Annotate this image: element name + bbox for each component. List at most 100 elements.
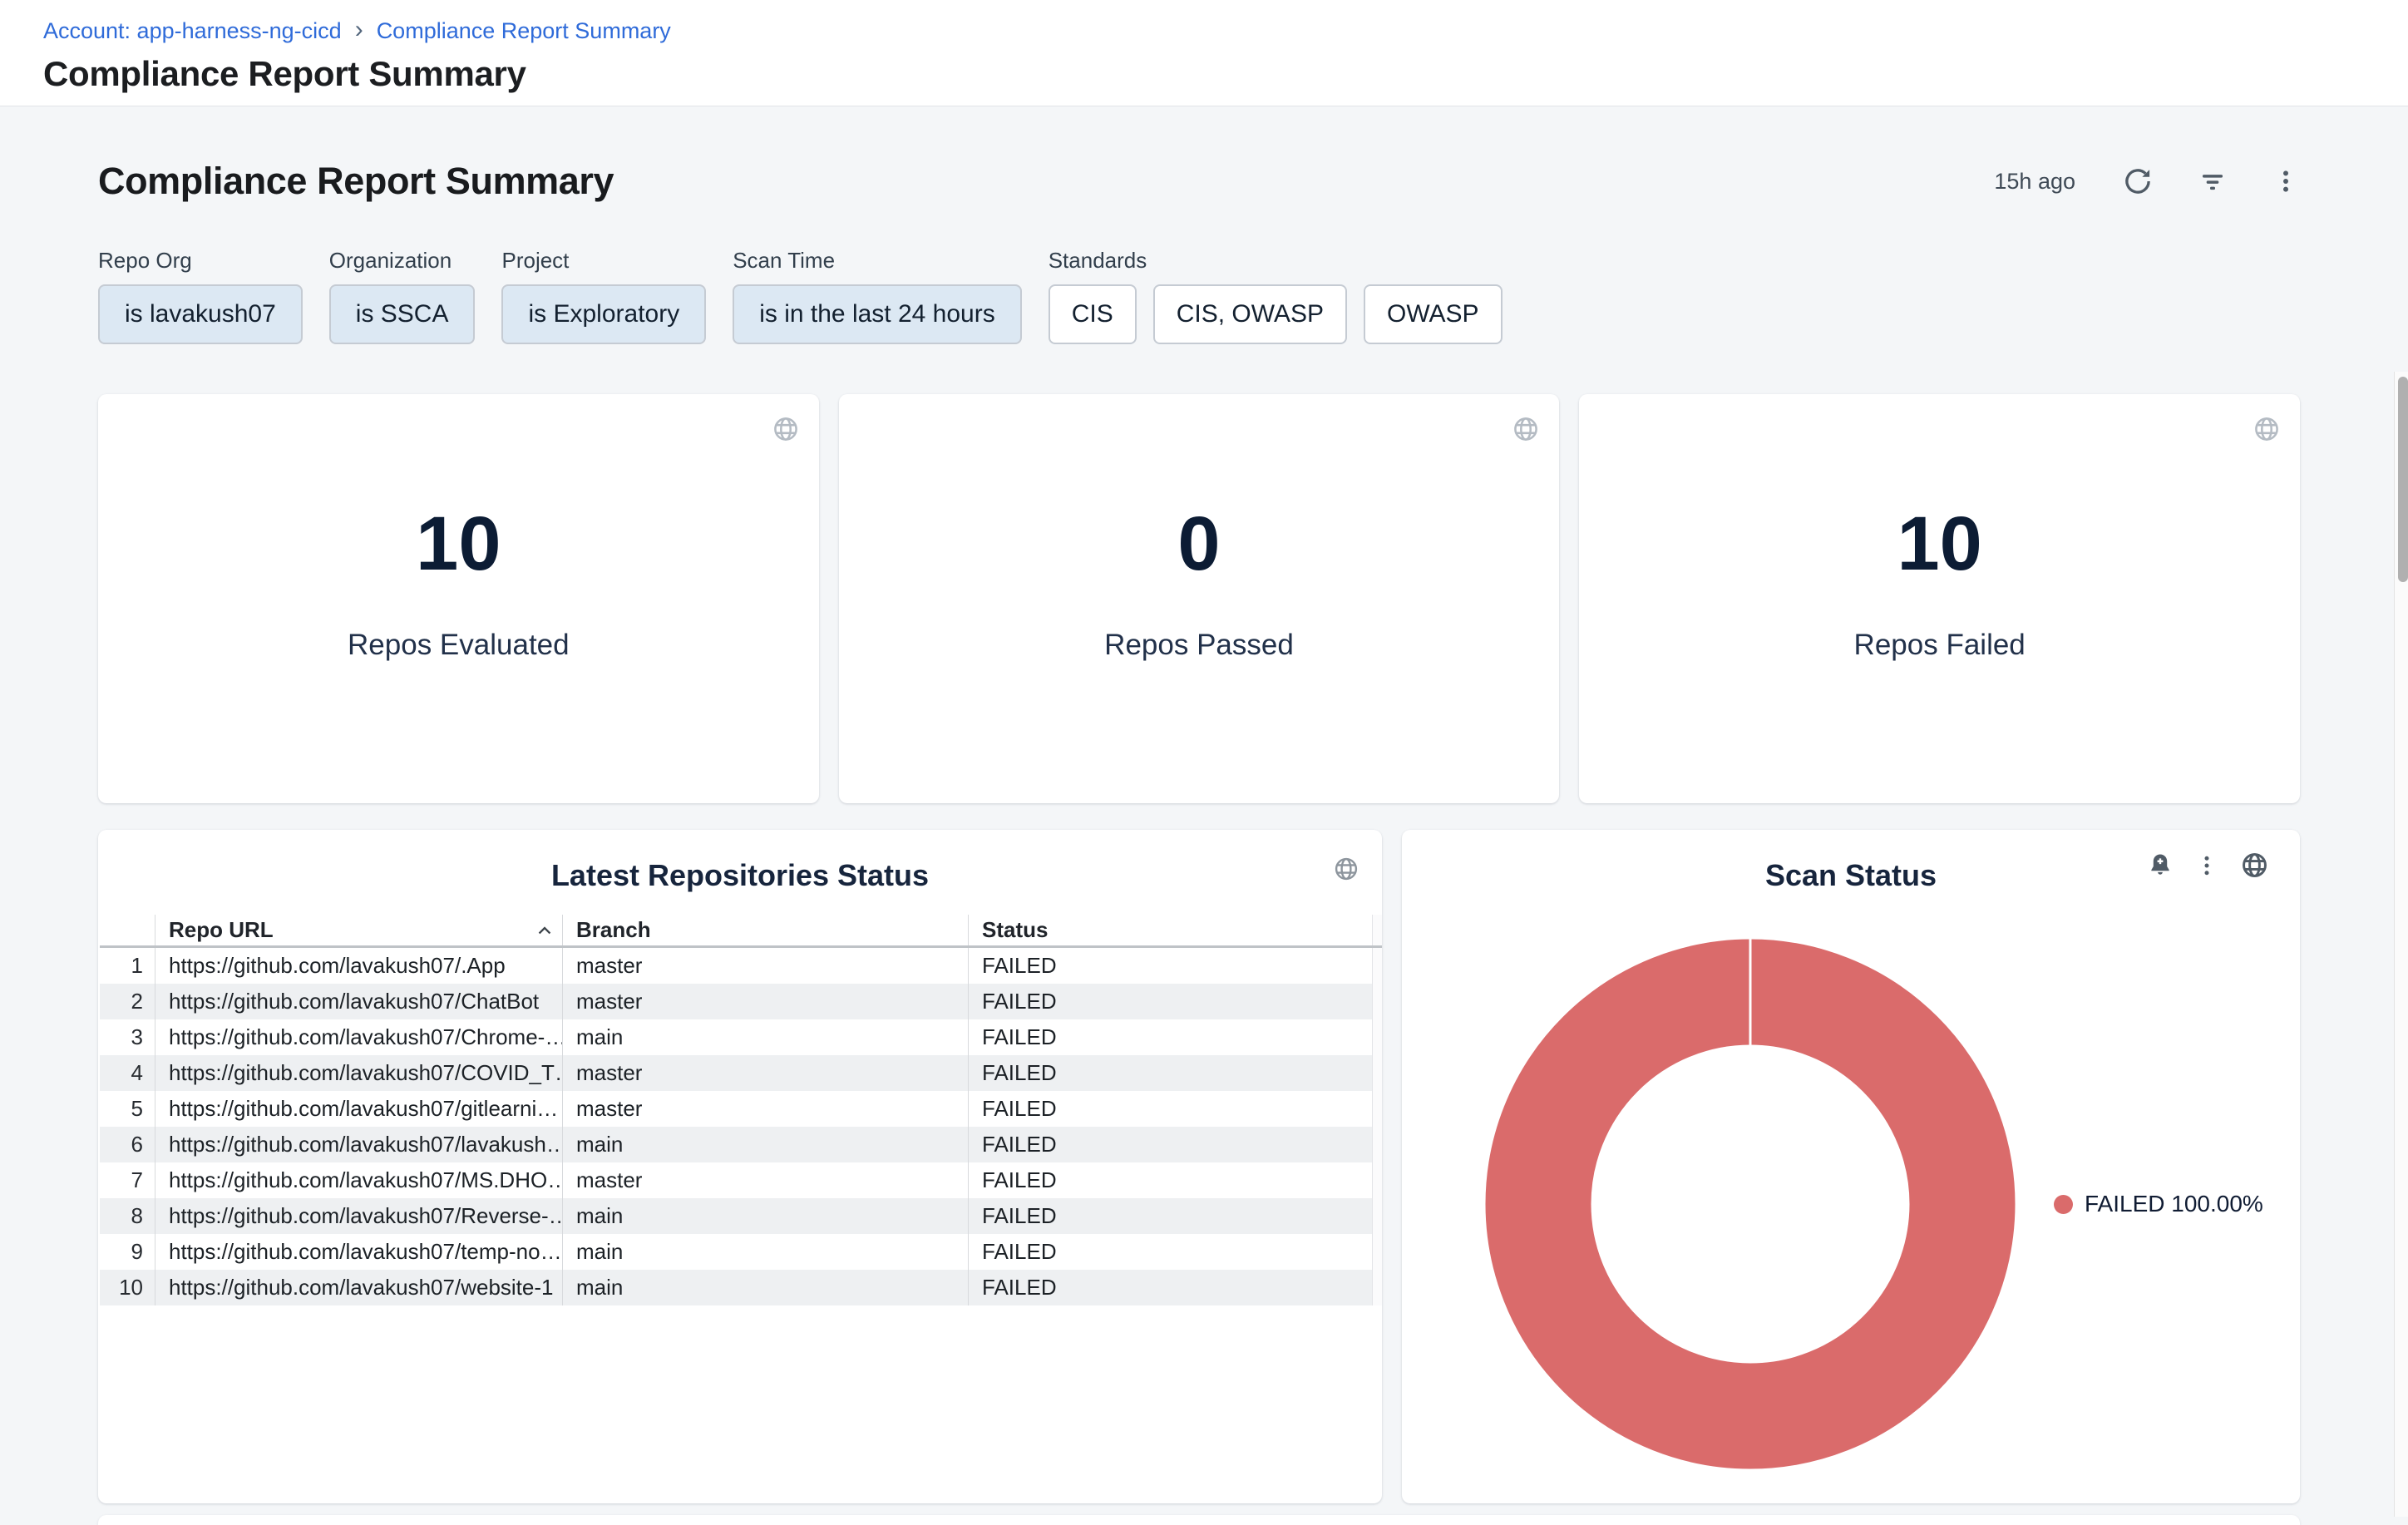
cell-row-number: 7: [100, 1162, 155, 1198]
filter-label: Organization: [329, 248, 476, 274]
stat-label: Repos Passed: [1104, 629, 1294, 662]
table-row: 1 https://github.com/lavakush07/.App mas…: [100, 948, 1382, 984]
table-scroll-gutter: [1372, 1234, 1382, 1270]
breadcrumb-account-link[interactable]: Account: app-harness-ng-cicd: [43, 18, 342, 44]
repositories-table: Repo URL Branch Status 1 https://github.…: [100, 915, 1382, 1305]
cell-row-number: 3: [100, 1019, 155, 1055]
table-header-row: Repo URL Branch Status: [100, 915, 1382, 948]
cell-branch: main: [562, 1198, 968, 1234]
cell-row-number: 10: [100, 1270, 155, 1305]
breadcrumb: Account: app-harness-ng-cicd › Complianc…: [43, 18, 2408, 44]
cell-branch: master: [562, 984, 968, 1019]
filter-chip-scan-time[interactable]: is in the last 24 hours: [733, 284, 1022, 344]
page-header: Account: app-harness-ng-cicd › Complianc…: [0, 0, 2408, 106]
table-scroll-gutter: [1372, 915, 1382, 945]
standards-chip-owasp[interactable]: OWASP: [1364, 284, 1503, 344]
cell-repo-url: https://github.com/lavakush07/COVID_T…: [155, 1055, 562, 1091]
cell-row-number: 2: [100, 984, 155, 1019]
standards-chip-cis[interactable]: CIS: [1049, 284, 1137, 344]
cell-status: FAILED: [968, 1198, 1372, 1234]
table-row: 4 https://github.com/lavakush07/COVID_T……: [100, 1055, 1382, 1091]
table-row: 2 https://github.com/lavakush07/ChatBot …: [100, 984, 1382, 1019]
filter-label: Standards: [1049, 248, 1503, 274]
table-row: 5 https://github.com/lavakush07/gitlearn…: [100, 1091, 1382, 1127]
cell-row-number: 9: [100, 1234, 155, 1270]
cell-status: FAILED: [968, 1019, 1372, 1055]
kebab-menu-icon: [2272, 167, 2300, 195]
filter-bar: Repo Org is lavakush07 Organization is S…: [98, 248, 2300, 344]
table-scroll-gutter: [1372, 1162, 1382, 1198]
tile-menu-button[interactable]: [2194, 853, 2219, 878]
cell-status: FAILED: [968, 1091, 1372, 1127]
stat-card-repos-passed: 0 Repos Passed: [839, 394, 1560, 803]
standards-chip-cis-owasp[interactable]: CIS, OWASP: [1153, 284, 1347, 344]
table-row: 10 https://github.com/lavakush07/website…: [100, 1270, 1382, 1305]
breadcrumb-separator-icon: ›: [355, 17, 363, 42]
alert-bell-button[interactable]: [2146, 851, 2174, 880]
filter-chip-project[interactable]: is Exploratory: [501, 284, 706, 344]
scan-status-donut-chart[interactable]: [1484, 938, 2016, 1474]
globe-icon[interactable]: [1511, 414, 1541, 444]
filter-group-standards: Standards CIS CIS, OWASP OWASP: [1049, 248, 1503, 344]
column-header-label: Repo URL: [169, 917, 274, 943]
cell-repo-url: https://github.com/lavakush07/.App: [155, 948, 562, 984]
refresh-button[interactable]: [2122, 165, 2154, 197]
filter-group-project: Project is Exploratory: [501, 248, 706, 344]
filter-group-scan-time: Scan Time is in the last 24 hours: [733, 248, 1022, 344]
cell-repo-url: https://github.com/lavakush07/ChatBot: [155, 984, 562, 1019]
stat-value: 0: [1177, 506, 1220, 582]
breadcrumb-current-link[interactable]: Compliance Report Summary: [377, 18, 671, 44]
globe-icon[interactable]: [771, 414, 801, 444]
table-row: 9 https://github.com/lavakush07/temp-no……: [100, 1234, 1382, 1270]
legend-label: FAILED 100.00%: [2085, 1191, 2263, 1217]
cell-repo-url: https://github.com/lavakush07/MS.DHO…: [155, 1162, 562, 1198]
filter-label: Scan Time: [733, 248, 1022, 274]
table-scroll-gutter: [1372, 1270, 1382, 1305]
legend-dot-icon: [2054, 1195, 2073, 1214]
table-scroll-gutter: [1372, 1019, 1382, 1055]
table-title: Latest Repositories Status: [98, 830, 1382, 893]
cell-repo-url: https://github.com/lavakush07/website-1: [155, 1270, 562, 1305]
filter-group-organization: Organization is SSCA: [329, 248, 476, 344]
latest-repositories-card: Latest Repositories Status Repo URL Bran…: [98, 830, 1382, 1503]
globe-icon[interactable]: [1332, 855, 1360, 883]
cell-status: FAILED: [968, 984, 1372, 1019]
cell-branch: main: [562, 1234, 968, 1270]
row-number-header: [100, 915, 155, 945]
bottom-row: Latest Repositories Status Repo URL Bran…: [98, 830, 2300, 1503]
column-header-repo-url[interactable]: Repo URL: [155, 915, 562, 945]
cell-branch: main: [562, 1127, 968, 1162]
table-scroll-gutter: [1372, 1127, 1382, 1162]
cell-status: FAILED: [968, 1270, 1372, 1305]
cell-branch: main: [562, 1270, 968, 1305]
dashboard-content: Compliance Report Summary 15h ago: [0, 160, 2408, 1525]
cell-row-number: 5: [100, 1091, 155, 1127]
filter-button[interactable]: [2197, 165, 2228, 197]
cell-status: FAILED: [968, 1162, 1372, 1198]
legend-item-failed[interactable]: FAILED 100.00%: [2054, 1191, 2263, 1217]
filter-chip-repo-org[interactable]: is lavakush07: [98, 284, 303, 344]
scan-card-actions: [2146, 850, 2270, 881]
globe-icon[interactable]: [2239, 850, 2270, 881]
column-header-status[interactable]: Status: [968, 915, 1372, 945]
cell-status: FAILED: [968, 1127, 1372, 1162]
page-title: Compliance Report Summary: [43, 54, 2408, 94]
cell-repo-url: https://github.com/lavakush07/Chrome-…: [155, 1019, 562, 1055]
filter-chip-organization[interactable]: is SSCA: [329, 284, 476, 344]
table-row: 8 https://github.com/lavakush07/Reverse-…: [100, 1198, 1382, 1234]
column-header-branch[interactable]: Branch: [562, 915, 968, 945]
cell-status: FAILED: [968, 1055, 1372, 1091]
stat-tiles: 10 Repos Evaluated 0 Repos Passed 10 Rep…: [98, 394, 2300, 803]
page-scrollbar-thumb[interactable]: [2398, 377, 2408, 582]
dashboard-menu-button[interactable]: [2272, 167, 2300, 195]
bell-plus-icon: [2146, 851, 2174, 880]
table-row: 3 https://github.com/lavakush07/Chrome-……: [100, 1019, 1382, 1055]
cell-branch: main: [562, 1019, 968, 1055]
cell-status: FAILED: [968, 1234, 1372, 1270]
table-scroll-gutter: [1372, 1055, 1382, 1091]
table-row: 7 https://github.com/lavakush07/MS.DHO… …: [100, 1162, 1382, 1198]
stat-label: Repos Failed: [1854, 629, 2026, 662]
stat-card-repos-evaluated: 10 Repos Evaluated: [98, 394, 819, 803]
cell-status: FAILED: [968, 948, 1372, 984]
globe-icon[interactable]: [2252, 414, 2282, 444]
